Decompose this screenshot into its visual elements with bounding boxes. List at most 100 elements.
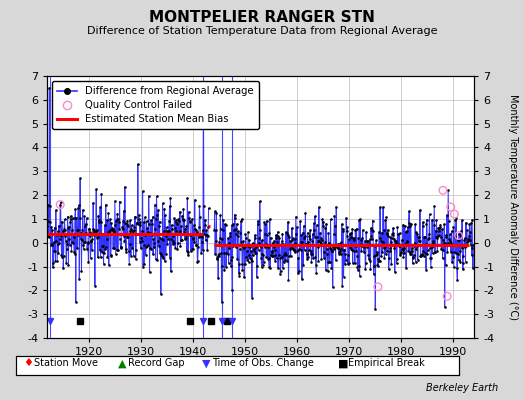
Point	[298, 276, 306, 282]
Point	[82, 230, 91, 236]
Point	[133, 220, 141, 226]
Point	[340, 246, 348, 253]
Point	[158, 252, 166, 259]
Point	[277, 242, 285, 249]
Point	[51, 248, 59, 254]
Point	[136, 219, 145, 225]
Point	[130, 214, 139, 220]
Point	[51, 258, 60, 264]
Point	[199, 227, 207, 234]
Point	[88, 236, 96, 242]
Point	[339, 225, 347, 232]
Point	[375, 258, 384, 264]
Point	[407, 251, 416, 257]
Point	[338, 283, 346, 289]
Point	[271, 232, 280, 238]
Point	[386, 245, 394, 251]
Text: MONTPELIER RANGER STN: MONTPELIER RANGER STN	[149, 10, 375, 25]
Point	[262, 254, 270, 260]
Point	[233, 256, 242, 262]
Point	[192, 242, 201, 248]
Point	[85, 226, 93, 232]
Point	[332, 242, 341, 248]
Point	[310, 234, 319, 240]
Point	[185, 215, 193, 221]
Point	[242, 235, 250, 241]
Point	[432, 234, 440, 240]
Point	[99, 242, 107, 249]
Point	[282, 252, 290, 258]
Point	[462, 220, 470, 226]
Text: ♦: ♦	[24, 358, 34, 368]
Point	[65, 236, 73, 242]
Point	[238, 267, 247, 274]
Point	[369, 271, 378, 277]
Point	[303, 256, 311, 262]
Point	[298, 238, 307, 245]
Point	[246, 244, 255, 250]
Point	[117, 231, 126, 237]
Point	[297, 239, 305, 245]
Point	[189, 246, 197, 252]
Point	[465, 232, 473, 239]
Point	[271, 252, 280, 259]
Point	[460, 242, 468, 249]
Point	[97, 191, 106, 197]
Point	[105, 262, 113, 268]
Point	[113, 210, 122, 217]
Point	[144, 228, 152, 235]
Point	[433, 235, 441, 242]
Point	[119, 218, 127, 224]
Point	[77, 268, 85, 274]
Point	[420, 252, 428, 259]
Point	[310, 220, 318, 226]
Point	[319, 218, 328, 225]
Point	[176, 228, 184, 234]
Point	[179, 216, 187, 222]
Point	[315, 238, 323, 244]
Point	[449, 242, 457, 248]
Point	[270, 247, 279, 254]
Point	[377, 238, 385, 244]
Point	[129, 230, 137, 236]
Point	[373, 249, 381, 256]
Point	[135, 212, 143, 218]
Point	[158, 236, 166, 242]
Point	[336, 248, 344, 254]
Point	[222, 250, 231, 256]
Point	[139, 264, 147, 270]
Point	[316, 230, 324, 236]
Point	[268, 252, 277, 259]
Point	[138, 228, 146, 234]
Point	[211, 251, 220, 258]
Point	[398, 246, 406, 252]
Point	[140, 242, 149, 248]
Point	[185, 219, 194, 225]
Point	[294, 270, 302, 276]
Point	[100, 261, 108, 267]
Point	[290, 236, 299, 242]
Point	[107, 253, 115, 259]
Point	[302, 250, 311, 257]
Point	[269, 238, 278, 244]
Point	[113, 247, 121, 253]
Point	[386, 234, 395, 240]
Point	[106, 216, 114, 222]
Point	[212, 210, 221, 216]
Point	[174, 218, 183, 224]
Point	[105, 226, 114, 233]
Point	[172, 218, 181, 225]
Point	[161, 233, 170, 240]
Point	[440, 221, 449, 227]
Point	[435, 224, 444, 231]
Point	[413, 231, 421, 237]
Point	[166, 254, 174, 261]
Point	[327, 246, 335, 252]
Point	[238, 261, 246, 268]
Point	[72, 299, 80, 306]
Point	[226, 230, 235, 236]
Point	[219, 263, 227, 270]
Point	[467, 220, 475, 226]
Point	[332, 257, 340, 264]
Point	[299, 262, 308, 268]
